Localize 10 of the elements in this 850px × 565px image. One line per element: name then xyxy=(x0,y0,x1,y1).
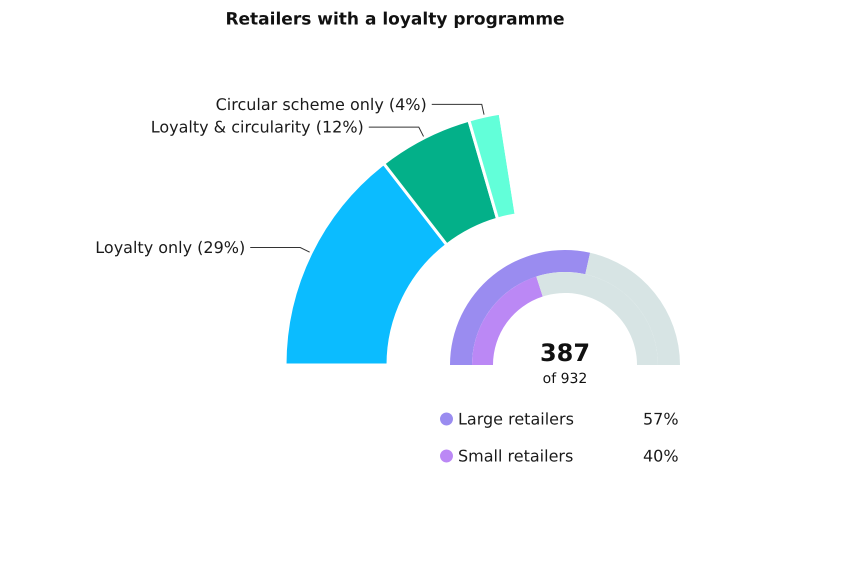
chart-title: Retailers with a loyalty programme xyxy=(225,10,565,30)
slice-label: Loyalty & circularity (12%) xyxy=(150,118,364,137)
legend-label: Small retailers xyxy=(458,446,574,466)
data-label: 40% xyxy=(643,446,679,466)
legend-label: Large retailers xyxy=(458,410,574,428)
data-label: 57% xyxy=(643,410,679,428)
slice-label: Loyalty only (29%) xyxy=(95,238,246,258)
text: 387 xyxy=(540,339,590,367)
text: of 932 xyxy=(542,371,588,387)
slice-label: Circular scheme only (4%) xyxy=(216,94,427,114)
